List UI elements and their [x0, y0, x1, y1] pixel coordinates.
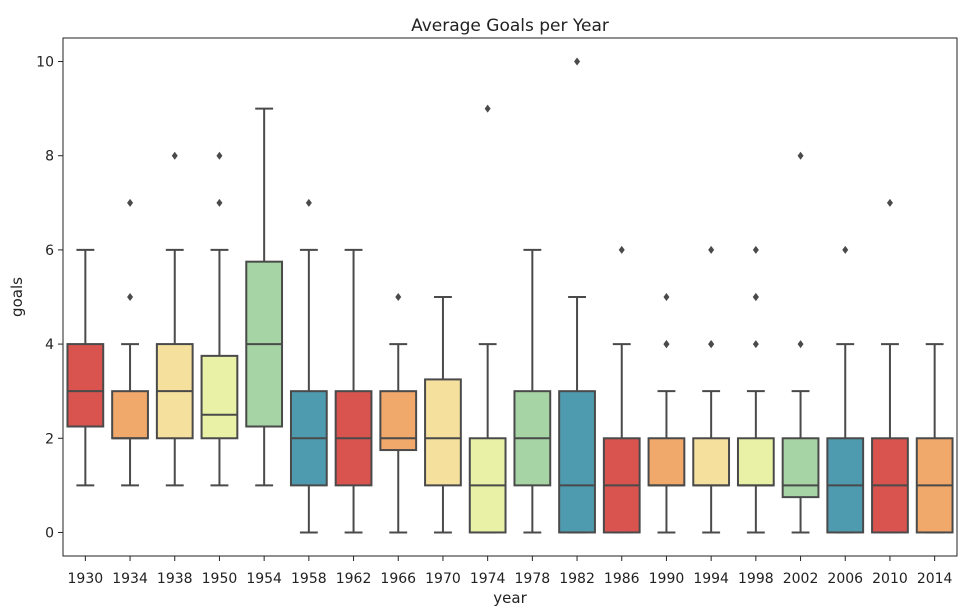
x-tick-label: 1938 [157, 571, 193, 587]
x-tick-label: 2014 [917, 571, 953, 587]
y-tick-label: 2 [45, 431, 54, 447]
y-tick-label: 0 [45, 525, 54, 541]
plot-frame [62, 37, 958, 557]
box-iqr [424, 378, 462, 487]
x-tick-label: 1930 [68, 571, 104, 587]
box-iqr [379, 390, 418, 452]
outlier-point [395, 293, 402, 301]
outlier-point [708, 245, 715, 254]
box-1934 [111, 198, 149, 487]
x-tick-label: 1998 [738, 571, 774, 587]
x-tick-label: 1954 [246, 571, 282, 587]
box-1938 [155, 151, 194, 487]
box-1930 [66, 248, 105, 487]
box-2002 [781, 151, 820, 534]
box-1974 [468, 104, 507, 534]
outlier-point [484, 104, 491, 113]
box-1994 [692, 245, 731, 534]
x-tick-label: 1990 [649, 571, 685, 587]
outlier-point [216, 198, 223, 207]
x-tick-label: 1974 [470, 571, 506, 587]
box-1962 [334, 248, 373, 534]
box-1990 [647, 293, 686, 534]
outlier-point [618, 245, 625, 254]
box-1970 [424, 296, 462, 534]
x-tick-label: 1950 [202, 571, 238, 587]
chart-title: Average Goals per Year [411, 16, 609, 36]
x-tick-label: 1958 [291, 571, 327, 587]
outlier-point [663, 340, 670, 349]
box-2014 [915, 343, 954, 534]
outlier-point [752, 340, 759, 349]
outlier-point [305, 198, 312, 207]
box-2006 [826, 245, 865, 534]
y-axis: 0 2 4 6 8 10 [36, 55, 63, 541]
x-tick-label: 1966 [380, 571, 416, 587]
outlier-point [708, 340, 715, 349]
y-tick-label: 8 [45, 149, 54, 165]
box-iqr [692, 437, 731, 487]
box-1998 [736, 245, 775, 534]
x-tick-label: 1934 [112, 571, 148, 587]
x-tick-label: 1978 [515, 571, 551, 587]
box-1950 [200, 151, 239, 487]
box-iqr [111, 390, 149, 440]
outlier-point [171, 151, 178, 160]
x-tick-label: 1982 [559, 571, 595, 587]
x-tick-label: 2006 [827, 571, 863, 587]
box-iqr [647, 437, 686, 487]
box-1966 [379, 293, 418, 534]
box-1978 [513, 248, 552, 534]
box-iqr [558, 390, 596, 534]
x-tick-label: 2002 [783, 571, 819, 587]
x-tick-label: 2010 [872, 571, 908, 587]
outlier-point [797, 151, 804, 160]
box-series [66, 57, 954, 534]
x-tick-label: 1994 [693, 571, 729, 587]
y-tick-label: 10 [36, 55, 54, 71]
box-iqr [781, 437, 820, 499]
x-tick-label: 1986 [604, 571, 640, 587]
box-iqr [66, 343, 105, 428]
y-tick-label: 4 [45, 337, 54, 353]
x-axis-title: year [493, 589, 527, 607]
box-iqr [736, 437, 775, 487]
outlier-point [842, 245, 849, 254]
y-axis-title: goals [8, 277, 26, 317]
box-1954 [245, 107, 284, 487]
x-tick-label: 1970 [425, 571, 461, 587]
box-1986 [602, 245, 641, 534]
y-tick-label: 6 [45, 243, 54, 259]
outlier-point [574, 57, 581, 66]
outlier-point [127, 293, 134, 301]
outlier-point [797, 340, 804, 349]
outlier-point [752, 245, 759, 254]
x-axis: 1930 1934 1938 1950 1954 1958 1962 1966 1970 1974… [68, 556, 953, 587]
x-tick-label: 1962 [336, 571, 372, 587]
box-1958 [289, 198, 328, 534]
outlier-point [663, 293, 670, 301]
box-1982 [558, 57, 596, 534]
outlier-point [127, 198, 134, 207]
box-2010 [871, 198, 909, 534]
box-iqr [200, 354, 239, 440]
outlier-point [752, 293, 759, 301]
outlier-point [216, 151, 223, 160]
outlier-point [886, 198, 893, 207]
